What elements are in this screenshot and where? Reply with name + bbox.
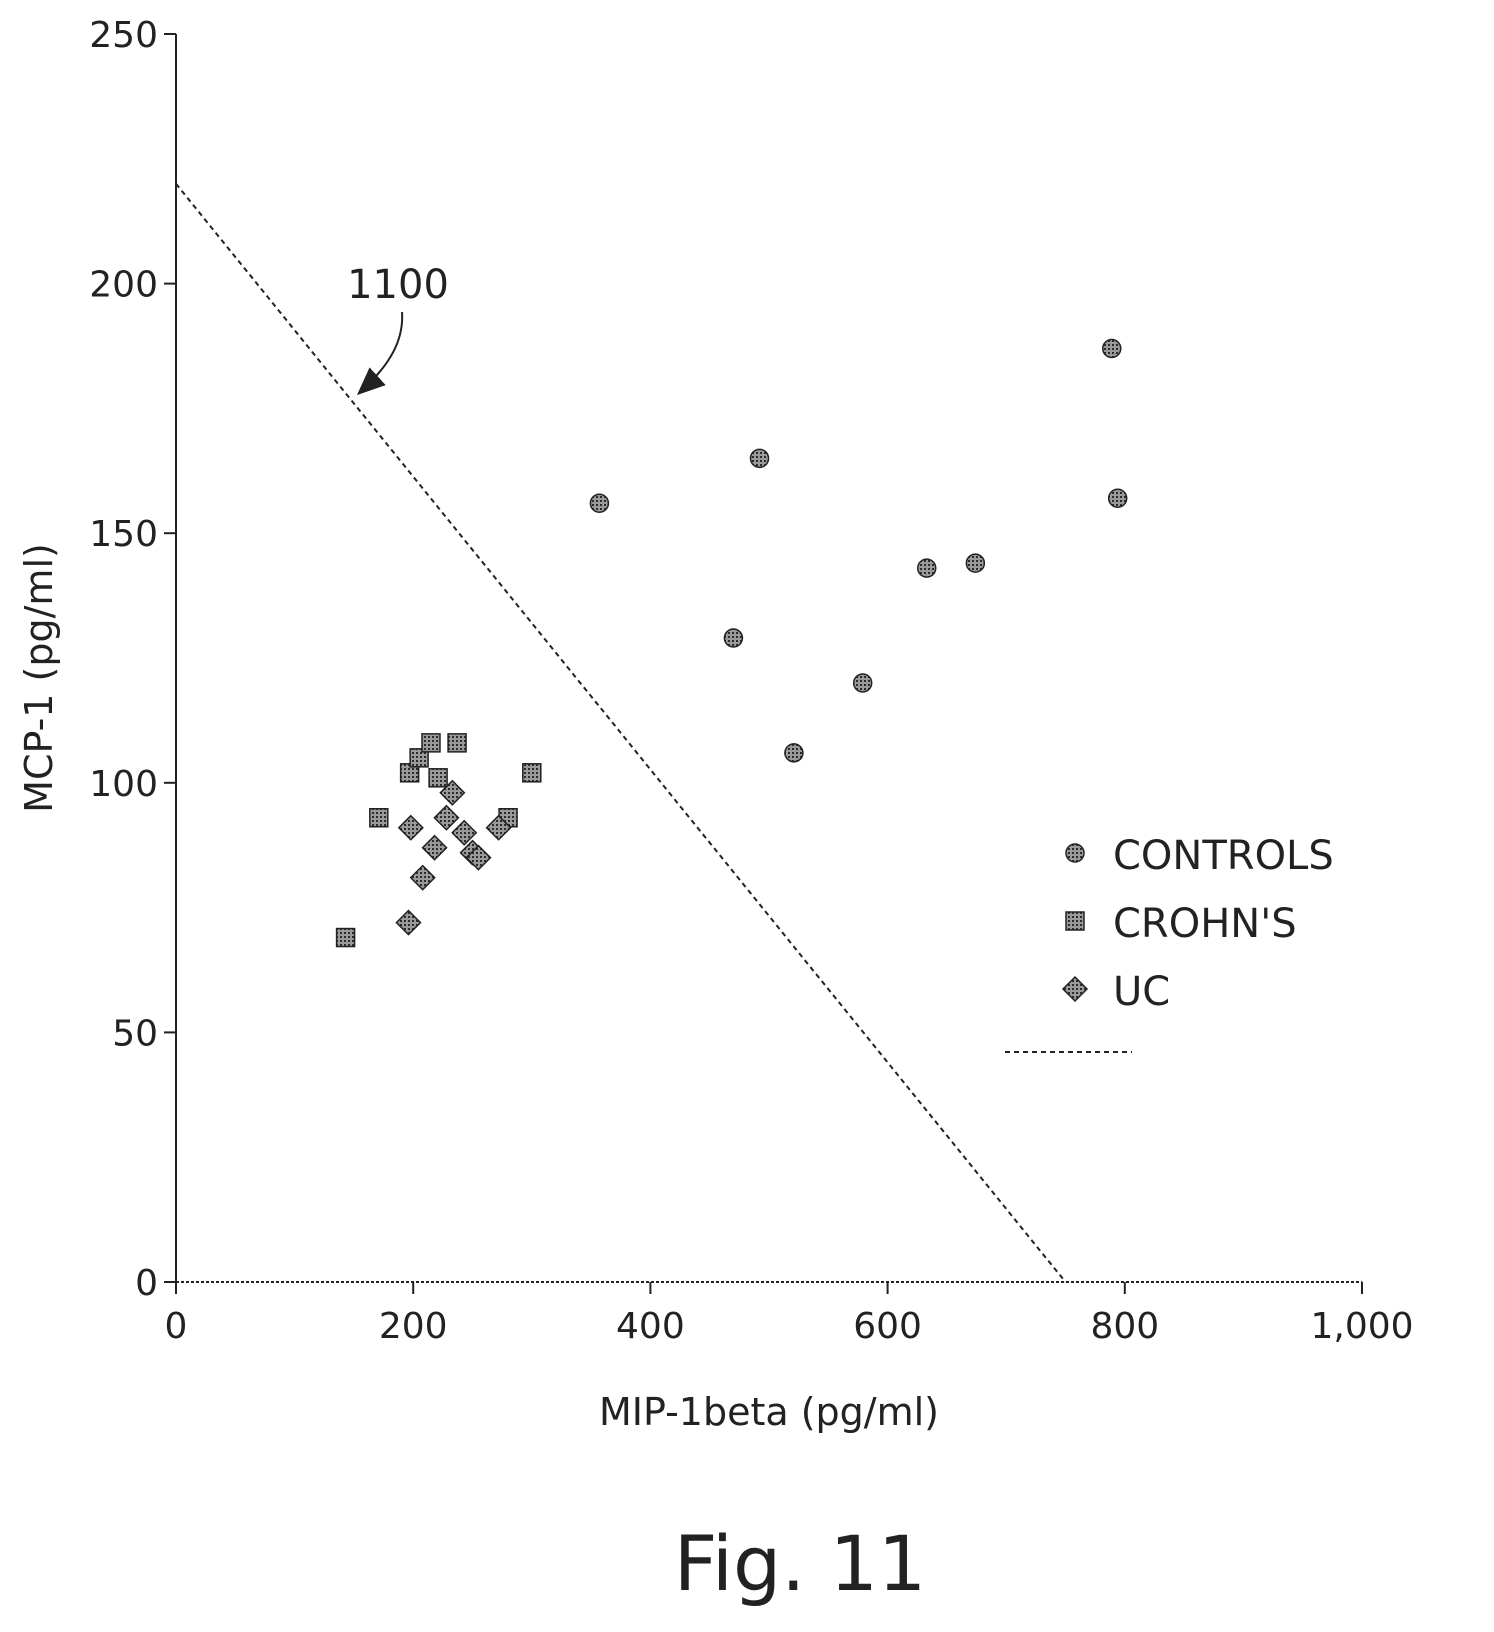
x-tick-label: 1,000	[1310, 1306, 1413, 1347]
square-point	[421, 733, 441, 753]
y-axis-label: MCP-1 (pg/ml)	[17, 543, 61, 813]
y-tick-label: 0	[135, 1263, 158, 1304]
diamond-point	[451, 819, 478, 846]
diamond-point	[465, 844, 492, 871]
diamond-point	[395, 909, 422, 936]
circle-point	[589, 493, 610, 513]
diamond-point	[439, 779, 466, 806]
diamond-point	[485, 814, 512, 841]
square-point	[335, 927, 356, 948]
circle-point	[784, 743, 804, 763]
annotation-arrow	[356, 311, 404, 396]
x-tick-label: 200	[379, 1306, 448, 1347]
legend-label: CONTROLS	[1113, 833, 1334, 879]
square-point	[522, 763, 542, 783]
series-uc	[395, 779, 512, 936]
square-point	[369, 807, 389, 828]
circle-point	[749, 448, 770, 469]
square-point	[428, 768, 448, 788]
legend-square-swatch	[1065, 911, 1085, 931]
annotation-label: 1100	[347, 262, 449, 308]
annotation: 1100	[347, 262, 449, 396]
y-tick-label: 150	[89, 514, 158, 555]
diamond-point	[433, 804, 460, 831]
figure-caption: Fig. 11	[674, 1519, 927, 1608]
data-points	[335, 338, 1128, 948]
diamond-point	[397, 814, 424, 841]
diamond-point	[409, 864, 436, 891]
threshold-line-group	[175, 183, 1067, 1283]
y-tick-label: 50	[112, 1013, 158, 1054]
circle-point	[1102, 338, 1122, 359]
threshold-line	[175, 183, 1067, 1283]
legend-diamond-swatch	[1061, 975, 1089, 1003]
x-axis-label: MIP-1beta (pg/ml)	[599, 1390, 939, 1434]
x-tick-label: 400	[616, 1306, 685, 1347]
y-tick-label: 200	[89, 265, 158, 306]
circle-point	[852, 673, 873, 693]
y-tick-label: 250	[89, 15, 158, 56]
x-tick-label: 0	[165, 1306, 188, 1347]
circle-point	[916, 558, 937, 578]
x-tick-label: 800	[1090, 1306, 1159, 1347]
square-point	[409, 748, 429, 768]
axes: 0 50 100 150 200 250 0 200 400 600 800 1,000 MIP-1be…	[17, 15, 1414, 1434]
legend: CONTROLS CROHN'S UC	[1005, 833, 1334, 1053]
square-point	[447, 733, 467, 753]
circle-point	[965, 553, 986, 573]
legend-circle-swatch	[1065, 843, 1085, 863]
x-tick-label: 600	[853, 1306, 922, 1347]
circle-point	[723, 628, 744, 648]
circle-point	[1107, 488, 1128, 509]
legend-label: CROHN'S	[1113, 901, 1297, 947]
diamond-point	[421, 834, 448, 861]
series-controls	[589, 338, 1128, 763]
legend-label: UC	[1113, 969, 1170, 1015]
y-tick-label: 100	[89, 764, 158, 805]
